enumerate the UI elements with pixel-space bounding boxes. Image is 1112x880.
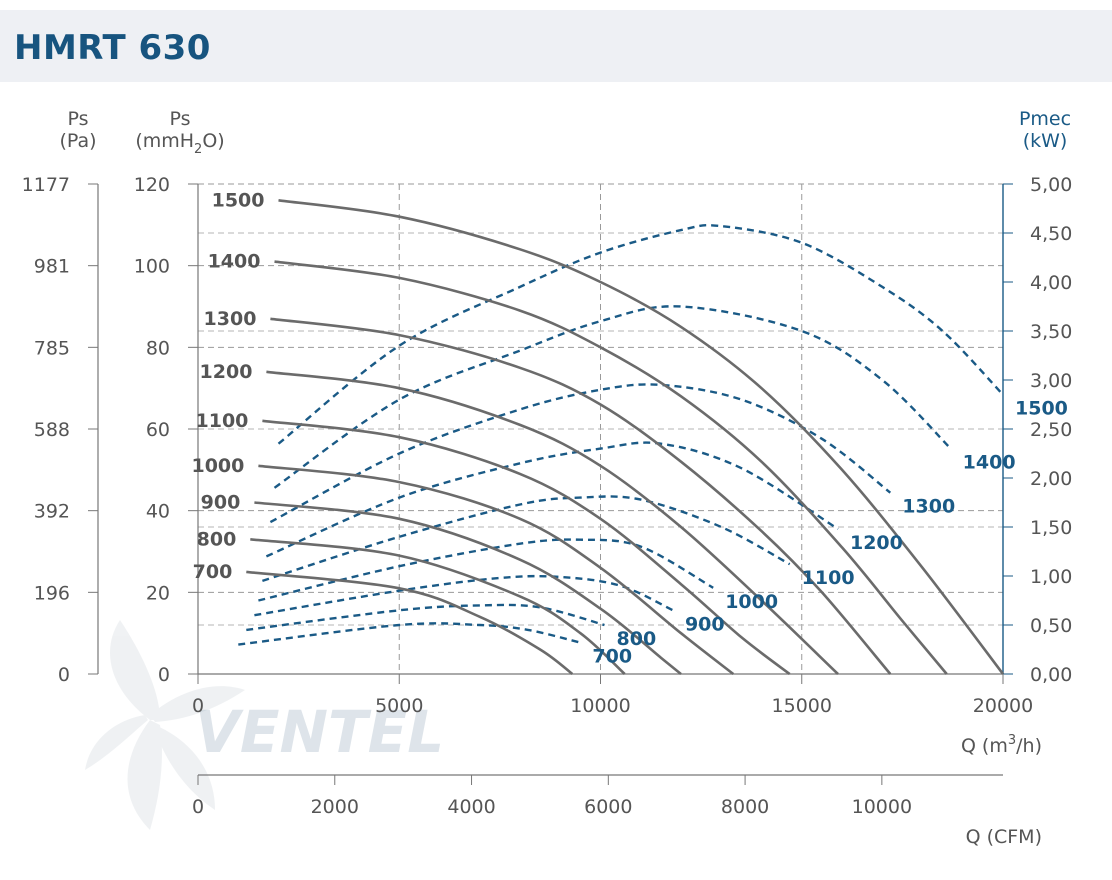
tick-label-pa: 392 [34, 501, 70, 523]
title-bar: HMRT 630 [0, 10, 1112, 82]
tick-label-m3h: 0 [192, 695, 204, 717]
tick-label-pa: 196 [34, 582, 70, 604]
tick-label-kw: 4,00 [1030, 272, 1072, 294]
tick-label-m3h: 5000 [375, 695, 423, 717]
power-curve-1400 [273, 305, 952, 489]
y-axis-pa-label-bottom: (Pa) [59, 130, 96, 152]
tick-label-kw: 0,00 [1030, 664, 1072, 686]
y-axis-mm-label-pre: (mmH [135, 130, 194, 152]
power-curve-700 [238, 622, 581, 646]
x-axis-cfm-label: Q (CFM) [966, 826, 1042, 848]
tick-label-pa: 981 [34, 256, 70, 278]
tick-label-cfm: 10000 [852, 796, 912, 818]
pressure-label-700: 700 [193, 561, 233, 583]
watermark-text: VENTEL [195, 698, 444, 766]
tick-label-cfm: 6000 [584, 796, 632, 818]
power-curve-1000 [258, 538, 714, 602]
tick-label-kw: 0,50 [1030, 615, 1072, 637]
pressure-label-1500: 1500 [212, 189, 265, 211]
pressure-label-900: 900 [201, 492, 241, 514]
x-axis-m3h-label: Q (m3/h) [961, 733, 1042, 757]
pressure-curve-1100 [262, 419, 791, 676]
power-label-1400: 1400 [963, 452, 1016, 474]
power-curve-800 [246, 603, 605, 632]
power-label-1200: 1200 [850, 532, 903, 554]
x-axis-m3h-label-sup: 3 [1008, 733, 1016, 748]
power-label-1100: 1100 [802, 567, 855, 589]
tick-label-pa: 1177 [22, 174, 70, 196]
watermark-fan-icon [85, 620, 245, 830]
curve-labels: 1500140013001200110010009008007001500140… [191, 189, 1067, 667]
tick-label-cfm: 8000 [721, 796, 769, 818]
tick-label-m3h: 15000 [772, 695, 832, 717]
y-axis-kw-label-bottom: (kW) [1023, 130, 1068, 152]
power-curve-1200 [265, 441, 839, 558]
y-axis-mm-label-top: Ps [169, 108, 190, 130]
pressure-curve-1500 [278, 199, 1005, 675]
pressure-curve-1400 [274, 260, 948, 675]
y-axis-mm-label-sub: 2 [194, 142, 202, 157]
pressure-curve-1300 [270, 317, 892, 675]
tick-label-cfm: 0 [192, 796, 204, 818]
tick-label-mm: 60 [146, 419, 170, 441]
tick-label-mm: 0 [158, 664, 170, 686]
pressure-label-800: 800 [197, 528, 237, 550]
x-axis-m3h-label-post: /h) [1016, 735, 1042, 757]
y-axis-mm-label-bottom: (mmH2O) [135, 130, 224, 157]
pressure-curve-1000 [258, 464, 735, 676]
tick-label-kw: 5,00 [1030, 174, 1072, 196]
tick-label-pa: 785 [34, 337, 70, 359]
grid-lines [198, 183, 1003, 674]
power-label-700: 700 [592, 646, 632, 668]
tick-label-kw: 2,00 [1030, 468, 1072, 490]
pressure-label-1200: 1200 [200, 361, 253, 383]
power-curve-1300 [269, 383, 892, 524]
pressure-curve-1200 [266, 370, 839, 675]
axis-ticks: 1177 981 785 588 392 196 0 120 100 80 60 40 20 0 5,00 4… [22, 174, 1073, 818]
tick-label-cfm: 2000 [311, 796, 359, 818]
tick-label-kw: 2,50 [1030, 419, 1072, 441]
tick-label-kw: 3,00 [1030, 370, 1072, 392]
y-axis-mm-label-post: O) [202, 130, 224, 152]
pressure-label-1400: 1400 [208, 251, 261, 273]
tick-label-pa: 588 [34, 419, 70, 441]
tick-label-mm: 80 [146, 337, 170, 359]
power-label-900: 900 [685, 613, 725, 635]
pressure-label-1100: 1100 [196, 410, 249, 432]
y-axis-kw-label-top: Pmec [1019, 108, 1071, 130]
tick-label-kw: 4,50 [1030, 223, 1072, 245]
pressure-label-1000: 1000 [191, 455, 244, 477]
tick-label-pa: 0 [58, 664, 70, 686]
tick-label-kw: 3,50 [1030, 321, 1072, 343]
power-label-1500: 1500 [1015, 398, 1068, 420]
tick-label-m3h: 10000 [570, 695, 630, 717]
power-curve-1500 [277, 224, 1004, 445]
tick-label-cfm: 4000 [447, 796, 495, 818]
tick-label-mm: 100 [134, 256, 170, 278]
tick-label-kw: 1,50 [1030, 517, 1072, 539]
tick-label-m3h: 20000 [973, 695, 1033, 717]
tick-label-mm: 20 [146, 582, 170, 604]
pressure-label-1300: 1300 [204, 308, 257, 330]
tick-label-mm: 120 [134, 174, 170, 196]
y-axis-pa-label-top: Ps [67, 108, 88, 130]
power-label-1000: 1000 [725, 591, 778, 613]
pressure-curve-800 [250, 538, 626, 675]
pressure-curve-700 [246, 570, 574, 676]
pressure-curve-900 [254, 501, 682, 676]
performance-curves [238, 199, 1005, 676]
tick-label-kw: 1,00 [1030, 566, 1072, 588]
power-label-800: 800 [617, 628, 657, 650]
tick-label-mm: 40 [146, 501, 170, 523]
chart-title: HMRT 630 [14, 28, 211, 68]
x-axis-m3h-label-pre: Q (m [961, 735, 1008, 757]
power-curve-1100 [262, 495, 791, 583]
power-label-1300: 1300 [902, 496, 955, 518]
